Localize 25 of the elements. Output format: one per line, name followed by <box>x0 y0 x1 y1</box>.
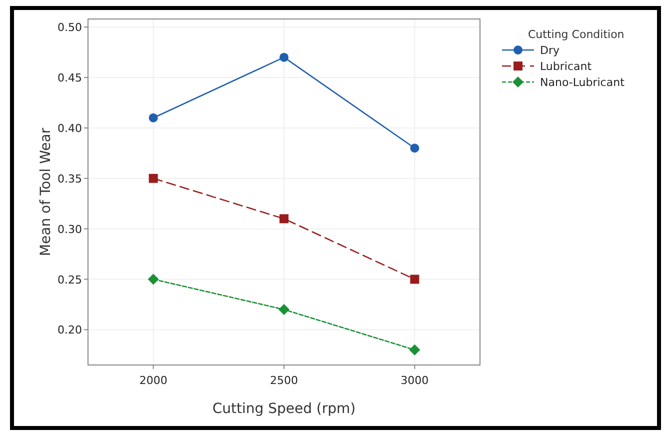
point <box>410 144 420 153</box>
y-tick-label: 0.20 <box>58 324 82 337</box>
point <box>280 214 288 224</box>
point <box>409 344 420 356</box>
legend-label: Nano-Lubricant <box>540 76 626 89</box>
y-axis-title: Mean of Tool Wear <box>38 128 54 256</box>
y-tick-label: 0.25 <box>58 273 82 286</box>
legend-label: Lubricant <box>540 60 592 73</box>
point <box>410 274 420 284</box>
x-tick-label: 2500 <box>270 374 298 387</box>
x-tick-label: 2000 <box>139 374 168 387</box>
y-tick-label: 0.50 <box>58 21 82 34</box>
y-tick-label: 0.40 <box>58 122 82 135</box>
point <box>278 304 290 316</box>
x-tick-label: 3000 <box>400 374 429 387</box>
y-tick-label: 0.45 <box>58 72 82 85</box>
point <box>280 52 288 62</box>
y-tick-label: 0.30 <box>58 222 82 236</box>
x-axis-title: Cutting Speed (rpm) <box>212 401 356 417</box>
legend-label: Dry <box>540 44 560 57</box>
point <box>148 274 159 285</box>
point <box>148 174 158 183</box>
y-tick-label: 0.35 <box>58 172 82 186</box>
point <box>148 113 158 122</box>
legend-title: Cutting Condition <box>528 28 624 41</box>
